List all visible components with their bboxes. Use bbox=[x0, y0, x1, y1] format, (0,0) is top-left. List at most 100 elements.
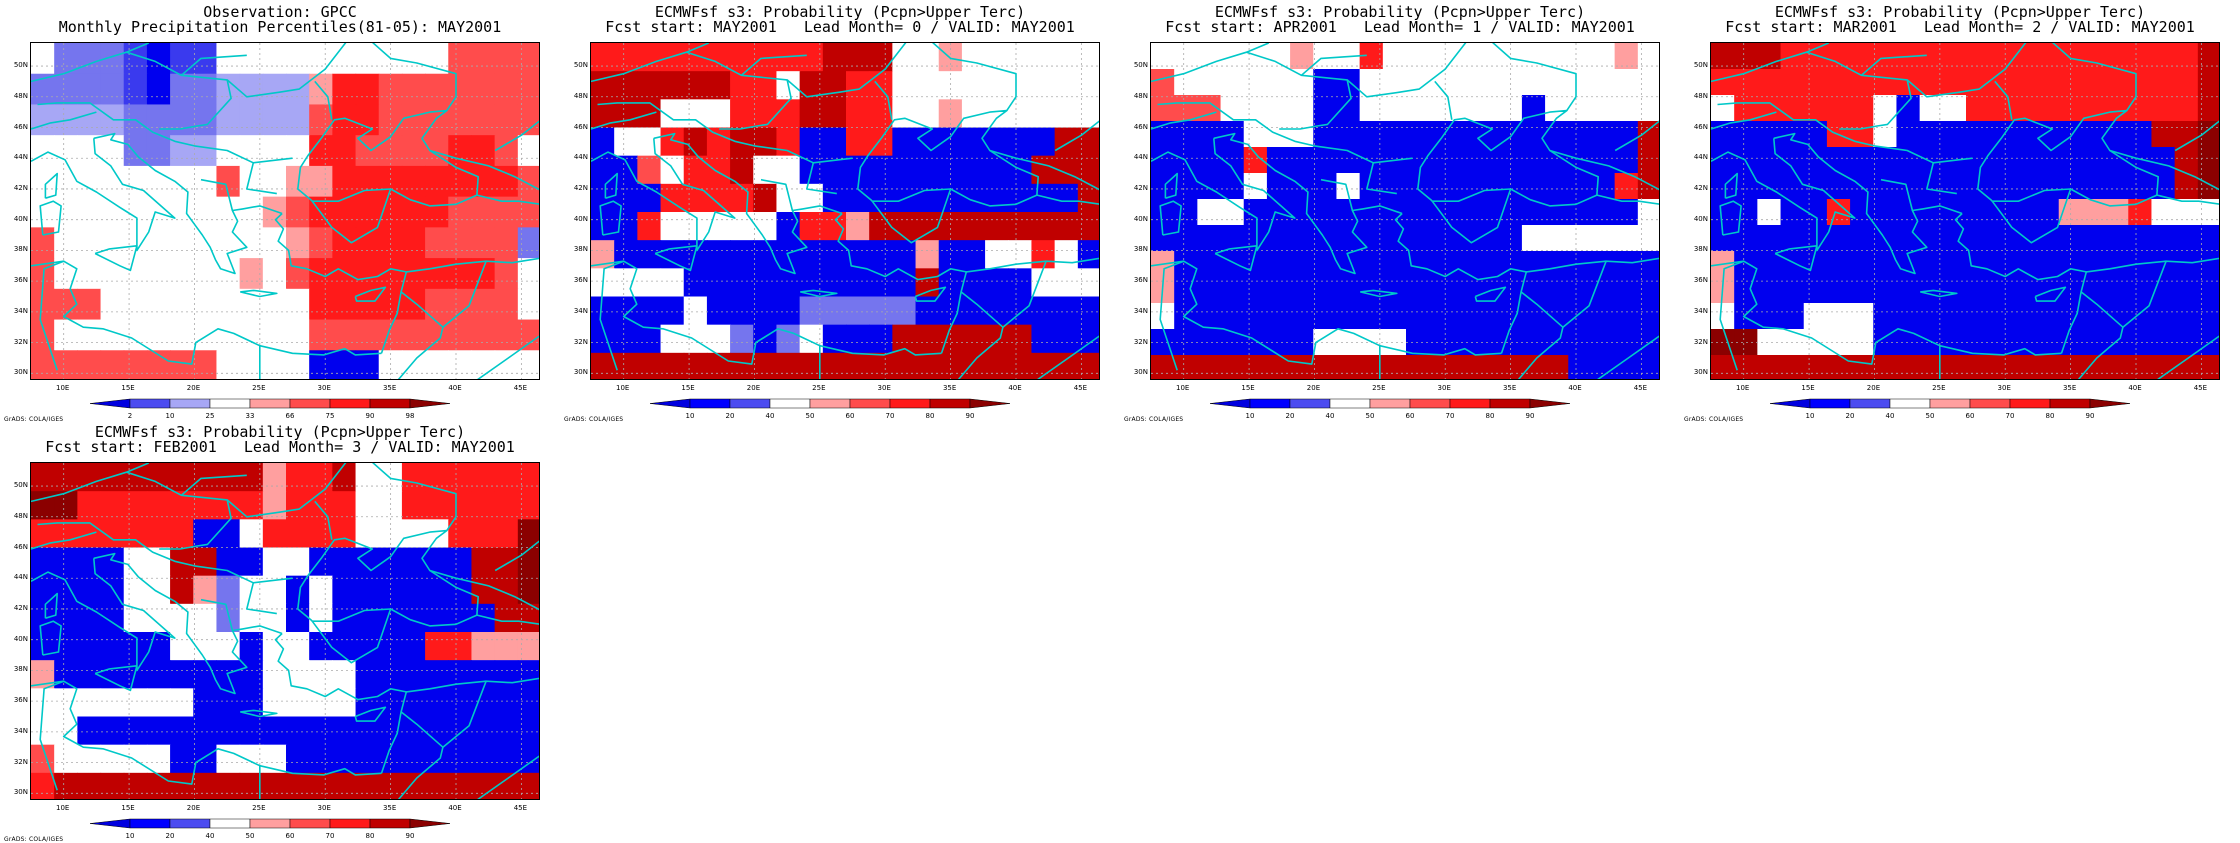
coastline bbox=[1491, 43, 1577, 112]
grid-cell bbox=[846, 352, 870, 379]
grid-cell bbox=[355, 135, 380, 167]
grid-cell bbox=[517, 73, 539, 106]
grid-cell bbox=[332, 744, 357, 774]
grid-cell bbox=[1475, 225, 1500, 252]
grid-cell bbox=[239, 463, 264, 492]
grid-cell bbox=[1734, 355, 1758, 379]
grid-cell bbox=[1452, 355, 1477, 379]
x-tick-label: 30E bbox=[1997, 384, 2011, 392]
grid-cell bbox=[100, 350, 125, 379]
grid-cell bbox=[517, 547, 539, 577]
grid-cell bbox=[332, 716, 357, 746]
grid-cell bbox=[1452, 69, 1477, 96]
panel-title-line2: Fcst start: MAY2001 Lead Month= 0 / VALI… bbox=[605, 18, 1075, 36]
grid-cell bbox=[2151, 199, 2176, 226]
grid-cell bbox=[517, 227, 539, 259]
grid-cell bbox=[1054, 212, 1079, 241]
grid-cell bbox=[517, 688, 539, 718]
grid-cell bbox=[1568, 225, 1593, 252]
grid-cell bbox=[1406, 355, 1430, 379]
grid-cell bbox=[378, 688, 403, 718]
grid-cell bbox=[1850, 69, 1874, 96]
grid-cell bbox=[332, 660, 357, 689]
coastline bbox=[274, 212, 408, 354]
grid-cell bbox=[1174, 251, 1198, 278]
grid-cell bbox=[286, 43, 310, 75]
grid-cell bbox=[332, 547, 357, 577]
x-tick-label: 35E bbox=[382, 804, 397, 812]
grid-cell bbox=[286, 227, 310, 259]
coastline bbox=[200, 598, 234, 631]
grid-cell bbox=[2035, 121, 2060, 148]
grid-cell bbox=[591, 127, 615, 157]
coastline bbox=[740, 54, 807, 76]
grid-cell bbox=[915, 212, 940, 241]
grid-cell bbox=[471, 491, 496, 520]
grid-cell bbox=[1151, 147, 1175, 174]
grid-cell bbox=[193, 547, 218, 577]
coastline bbox=[39, 260, 64, 371]
grid-cell bbox=[985, 99, 1009, 129]
grid-cell bbox=[425, 288, 449, 321]
grid-cell bbox=[660, 71, 685, 100]
grid-cell bbox=[1896, 329, 1921, 356]
grid-cell bbox=[1359, 95, 1384, 122]
colorbar-segment bbox=[969, 398, 1010, 409]
grid-cell bbox=[961, 183, 986, 213]
y-tick-label: 42N bbox=[1693, 183, 1708, 192]
grid-cell bbox=[1521, 121, 1546, 148]
grid-cell bbox=[799, 71, 824, 100]
grid-cell bbox=[1757, 199, 1782, 226]
grid-cell bbox=[517, 319, 539, 351]
coastline bbox=[1991, 188, 2072, 244]
grid-cell bbox=[1077, 183, 1099, 213]
colorbar-segment bbox=[2009, 398, 2051, 409]
grid-cell bbox=[637, 71, 662, 100]
grid-cell bbox=[1220, 277, 1245, 304]
colorbar-label: 90 bbox=[405, 832, 415, 840]
grid-cell bbox=[262, 258, 287, 290]
colorbar-label: 10 bbox=[685, 412, 695, 420]
colorbar-label: 2 bbox=[127, 412, 133, 420]
colorbar bbox=[650, 398, 1010, 409]
colorbar-segment bbox=[1809, 398, 1851, 409]
grid-cell bbox=[1359, 199, 1384, 226]
grid-cell bbox=[1429, 303, 1453, 330]
grid-cell bbox=[753, 240, 778, 269]
panel-title-line1: ECMWFsf s3: Probability (Pcpn>Upper Terc… bbox=[654, 3, 1026, 21]
colorbar bbox=[1770, 398, 2130, 409]
grid-cell bbox=[471, 660, 496, 689]
grid-cell bbox=[2035, 303, 2060, 330]
grid-cell bbox=[425, 603, 449, 633]
x-tick-label: 25E bbox=[252, 804, 266, 812]
colorbar-segment bbox=[249, 398, 291, 409]
grid-cell bbox=[1942, 43, 1967, 70]
grid-cell bbox=[1429, 43, 1453, 70]
coastline bbox=[494, 540, 539, 572]
coastline bbox=[1954, 212, 2088, 354]
grid-cell bbox=[239, 491, 264, 520]
grid-cell bbox=[1382, 199, 1407, 226]
colorbar-label: 60 bbox=[1405, 412, 1415, 420]
grid-cell bbox=[31, 73, 55, 106]
grid-cell bbox=[146, 73, 171, 106]
colorbar-segment bbox=[1969, 398, 2011, 409]
coastline bbox=[312, 188, 478, 207]
grid-cell bbox=[1197, 355, 1222, 379]
grid-cell bbox=[1266, 43, 1291, 70]
y-tick-label: 50N bbox=[1133, 61, 1148, 70]
grid-cell bbox=[2174, 303, 2199, 330]
grid-cell bbox=[892, 240, 917, 269]
grid-cell bbox=[1989, 147, 2013, 174]
grid-cell bbox=[494, 603, 519, 633]
grid-cell bbox=[425, 463, 449, 492]
grid-cell bbox=[1521, 355, 1546, 379]
grid-cell bbox=[123, 519, 148, 549]
grid-cell bbox=[1780, 303, 1805, 330]
grid-cell bbox=[1591, 121, 1616, 148]
grid-cell bbox=[471, 73, 496, 106]
colorbar-segment bbox=[329, 398, 371, 409]
grid-cell bbox=[776, 352, 801, 379]
grid-cell bbox=[2151, 69, 2176, 96]
grid-cell bbox=[146, 491, 171, 520]
